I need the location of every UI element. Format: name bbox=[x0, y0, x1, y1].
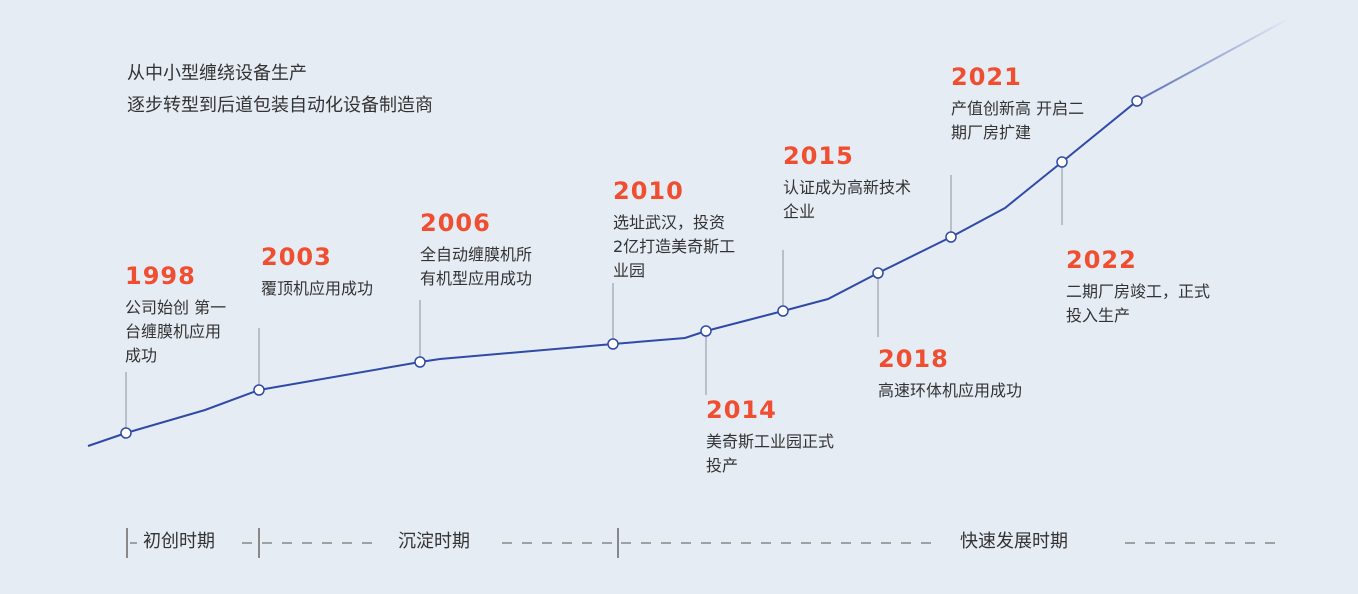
node-2014 bbox=[700, 325, 712, 337]
event-2014: 2014 美奇斯工业园正式 投产 bbox=[706, 396, 834, 478]
node-1998 bbox=[120, 427, 132, 439]
event-year: 2022 bbox=[1066, 246, 1137, 274]
node-2010 bbox=[607, 338, 619, 350]
event-desc: 选址武汉，投资 2亿打造美奇斯工 业园 bbox=[613, 213, 736, 280]
growth-line bbox=[87, 100, 1138, 447]
event-year: 2018 bbox=[878, 345, 949, 373]
node-2015 bbox=[777, 305, 789, 317]
event-year: 1998 bbox=[125, 262, 196, 290]
event-year: 2015 bbox=[783, 142, 854, 170]
event-year: 2006 bbox=[420, 209, 491, 237]
event-year: 2014 bbox=[706, 396, 777, 424]
node-end bbox=[1131, 95, 1143, 107]
event-2018: 2018 高速环体机应用成功 bbox=[878, 345, 1022, 403]
event-2015: 2015 认证成为高新技术 企业 bbox=[783, 142, 911, 224]
intro-text: 从中小型缠绕设备生产 逐步转型到后道包装自动化设备制造商 bbox=[127, 58, 433, 122]
event-1998: 1998 公司始创 第一 台缠膜机应用 成功 bbox=[125, 262, 226, 368]
phase-axis bbox=[126, 528, 1280, 558]
event-2003: 2003 覆顶机应用成功 bbox=[261, 243, 373, 301]
event-2022: 2022 二期厂房竣工，正式 投入生产 bbox=[1066, 246, 1210, 328]
phase-rapid-growth: 快速发展时期 bbox=[960, 531, 1068, 552]
node-2006 bbox=[414, 356, 426, 368]
intro-line-2: 逐步转型到后道包装自动化设备制造商 bbox=[127, 95, 433, 116]
event-desc: 覆顶机应用成功 bbox=[261, 279, 374, 298]
phase-consolidation: 沉淀时期 bbox=[398, 531, 470, 552]
event-2010: 2010 选址武汉，投资 2亿打造美奇斯工 业园 bbox=[613, 177, 735, 283]
event-year: 2010 bbox=[613, 177, 684, 205]
node-2003 bbox=[253, 384, 265, 396]
event-desc: 产值创新高 开启二 期厂房扩建 bbox=[951, 99, 1085, 142]
event-2021: 2021 产值创新高 开启二 期厂房扩建 bbox=[951, 63, 1084, 145]
stems bbox=[125, 165, 1063, 430]
node-2018 bbox=[872, 267, 884, 279]
event-year: 2003 bbox=[261, 243, 332, 271]
event-desc: 认证成为高新技术 企业 bbox=[783, 178, 912, 221]
event-desc: 全自动缠膜机所 有机型应用成功 bbox=[420, 245, 533, 288]
node-2021 bbox=[945, 231, 957, 243]
event-desc: 高速环体机应用成功 bbox=[878, 381, 1023, 400]
event-2006: 2006 全自动缠膜机所 有机型应用成功 bbox=[420, 209, 532, 291]
phase-startup: 初创时期 bbox=[143, 531, 215, 552]
growth-line-fade bbox=[1136, 17, 1291, 102]
event-desc: 二期厂房竣工，正式 投入生产 bbox=[1066, 282, 1211, 325]
intro-line-1: 从中小型缠绕设备生产 bbox=[127, 63, 307, 84]
event-desc: 美奇斯工业园正式 投产 bbox=[706, 432, 835, 475]
event-desc: 公司始创 第一 台缠膜机应用 成功 bbox=[125, 298, 227, 365]
event-year: 2021 bbox=[951, 63, 1022, 91]
node-2022 bbox=[1056, 156, 1068, 168]
nodes bbox=[120, 95, 1143, 439]
